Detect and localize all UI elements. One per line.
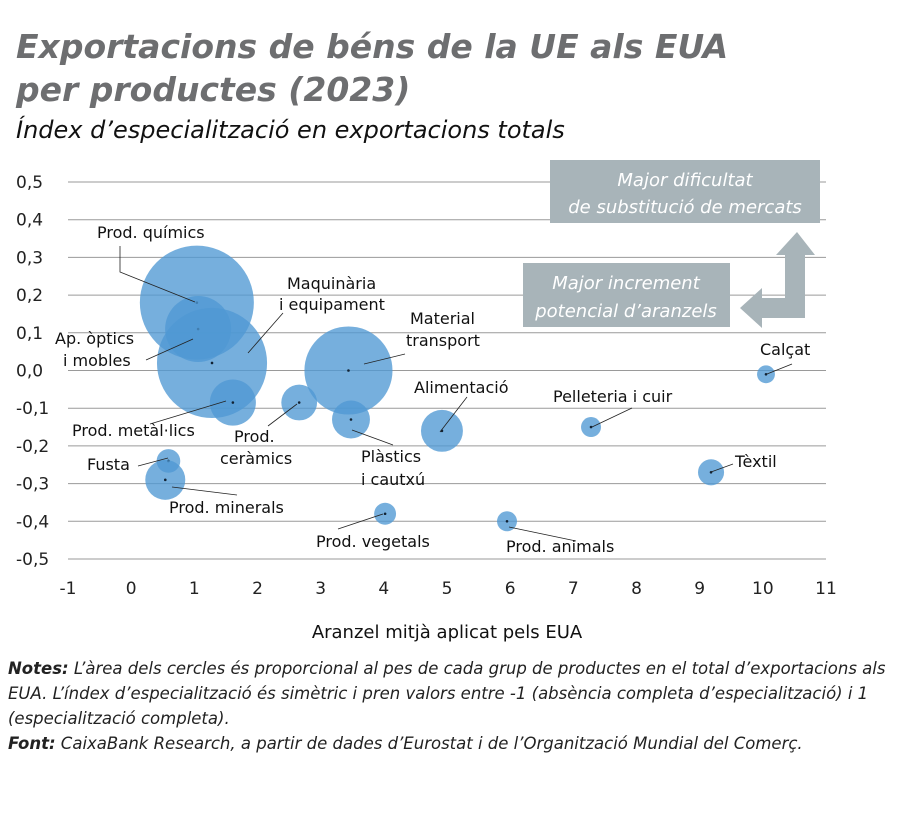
notes-text: L’àrea dels cercles és proporcional al p… — [8, 659, 886, 728]
x-tick-label: 4 — [378, 579, 389, 599]
leader-line-transport — [363, 353, 406, 365]
label-pelleteria: Pelleteria i cuir — [553, 387, 673, 406]
leader-line-vegetals — [337, 513, 384, 530]
leader-line-minerals — [171, 486, 238, 496]
y-tick-label: -0,3 — [16, 475, 49, 495]
bubble-center-dot — [347, 369, 350, 372]
x-axis-title: Aranzel mitjà aplicat pels EUA — [312, 622, 583, 643]
bubble-center-dot — [764, 372, 768, 376]
x-tick-label: 7 — [568, 579, 579, 599]
x-tick-label: 6 — [505, 579, 516, 599]
label-animals: Prod. animals — [506, 537, 614, 556]
bubble-center-dot — [163, 478, 167, 482]
annotation-box-substitution-line2: de substitució de mercats — [568, 197, 802, 218]
bubble-chart: Exportacions de béns de la UE als EUA pe… — [15, 27, 837, 643]
y-tick-label: 0,5 — [16, 173, 43, 193]
label-vegetals: Prod. vegetals — [316, 532, 430, 551]
annotation-box-substitution — [550, 160, 820, 223]
x-tick-label: 11 — [815, 579, 837, 599]
leader-line-alimentacio — [439, 396, 468, 433]
y-tick-label: 0,2 — [16, 286, 43, 306]
label-textil: Tèxtil — [734, 452, 777, 471]
point-labels: Prod. químics Ap. òptics i mobles Maquin… — [55, 223, 810, 556]
label-calcat: Calçat — [760, 340, 810, 359]
y-tick-label: 0,0 — [16, 362, 43, 382]
bubble-center-dot — [210, 361, 214, 365]
chart-subtitle: Índex d’especialització en exportacions … — [16, 115, 565, 144]
x-tick-label: 8 — [631, 579, 642, 599]
leader-line-textil — [710, 463, 734, 473]
y-tick-label: 0,3 — [16, 248, 43, 268]
leader-line-maquinaria — [247, 312, 284, 354]
notes-label: Notes: — [8, 659, 69, 678]
source-label: Font: — [8, 734, 56, 753]
notes-block: Notes: L’àrea dels cercles és proporcion… — [8, 656, 888, 756]
annotation-box-tariffs-line2: potencial d’aranzels — [534, 301, 717, 322]
notes-paragraph: Notes: L’àrea dels cercles és proporcion… — [8, 656, 888, 731]
y-tick-labels: 0,5 0,4 0,3 0,2 0,1 0,0 -0,1 -0,2 -0,3 -0,4 -0,5 — [16, 173, 49, 570]
label-maquinaria-1: Maquinària — [287, 274, 376, 293]
x-tick-label: 2 — [252, 579, 263, 599]
chart-title-line1: Exportacions de béns de la UE als EUA — [16, 27, 728, 66]
leader-line-optics — [145, 338, 194, 361]
bent-arrow-icon — [740, 232, 815, 328]
bubble-center-dot — [349, 418, 353, 421]
leader-line-animals — [508, 526, 577, 542]
y-tick-label: 0,1 — [16, 324, 43, 344]
label-plastics-2: i cautxú — [361, 470, 425, 489]
y-tick-label: 0,4 — [16, 211, 43, 231]
x-tick-label: 0 — [126, 579, 137, 599]
label-quimics: Prod. químics — [97, 223, 205, 242]
leader-line-ceramics — [267, 403, 298, 427]
leader-line-plastics — [351, 429, 394, 446]
label-plastics-1: Plàstics — [361, 447, 421, 466]
bubble-center-dot — [505, 520, 509, 523]
chart-title-line2: per productes (2023) — [15, 70, 410, 109]
source-paragraph: Font: CaixaBank Research, a partir de da… — [8, 731, 888, 756]
y-tick-label: -0,2 — [16, 437, 49, 457]
bubble-center-dot — [297, 401, 301, 404]
x-tick-label: -1 — [60, 579, 77, 599]
source-text: CaixaBank Research, a partir de dades d’… — [55, 734, 803, 753]
label-minerals: Prod. minerals — [169, 498, 284, 517]
x-tick-label: 10 — [752, 579, 774, 599]
leader-line-calcat — [766, 363, 793, 375]
x-tick-label: 5 — [442, 579, 453, 599]
label-transport-2: transport — [406, 331, 480, 350]
x-tick-label: 1 — [189, 579, 200, 599]
bubble-center-dot — [589, 425, 593, 429]
x-tick-label: 9 — [694, 579, 705, 599]
bubbles — [139, 245, 775, 532]
leader-line-metallics — [149, 400, 227, 425]
label-maquinaria-2: i equipament — [279, 295, 385, 314]
leader-lines — [119, 246, 793, 542]
label-ceramics-2: ceràmics — [220, 449, 292, 468]
label-fusta: Fusta — [87, 455, 130, 474]
label-optics-1: Ap. òptics — [55, 329, 134, 348]
annotation-box-tariffs-line1: Major increment — [552, 273, 700, 294]
y-tick-label: -0,1 — [16, 399, 49, 419]
bubble-center-dot — [231, 401, 235, 404]
y-tick-label: -0,4 — [16, 512, 49, 532]
leader-line-quimics — [119, 246, 196, 303]
label-ceramics-1: Prod. — [234, 427, 275, 446]
annotation-box-substitution-line1: Major dificultat — [617, 170, 753, 191]
x-tick-labels: -1 0 1 2 3 4 5 6 7 8 9 10 11 — [60, 579, 837, 599]
label-optics-2: i mobles — [63, 351, 131, 370]
label-transport-1: Material — [410, 309, 475, 328]
leader-line-fusta — [137, 457, 169, 467]
y-tick-label: -0,5 — [16, 550, 49, 570]
bubble-center-dot — [383, 512, 387, 516]
annotation-box-tariffs — [523, 263, 730, 327]
label-alimentacio: Alimentació — [414, 378, 509, 397]
x-tick-label: 3 — [315, 579, 326, 599]
label-metallics: Prod. metàl·lics — [72, 421, 195, 440]
leader-line-pelleteria — [591, 407, 633, 428]
